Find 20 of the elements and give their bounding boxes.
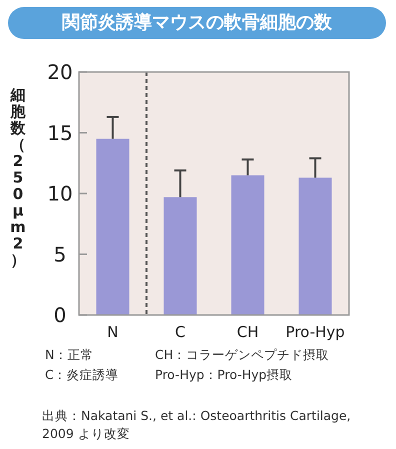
text: Pro-Hyp：Pro-Hyp摂取 <box>155 367 293 384</box>
bar <box>231 175 264 315</box>
bar <box>298 178 332 315</box>
x-tick-label: CH <box>236 323 259 341</box>
x-tick-label: C <box>175 323 186 341</box>
y-tick-label: 20 <box>47 60 73 84</box>
x-tick-label: Pro-Hyp <box>286 323 345 341</box>
bar <box>164 197 197 315</box>
text: N：正常 <box>45 347 94 364</box>
y-tick-label: 0 <box>54 303 66 327</box>
x-tick-label: N <box>107 323 118 341</box>
text: CH：コラーゲンペプチド摂取 <box>155 347 330 364</box>
y-tick-label: 5 <box>54 242 66 266</box>
text: 細胞数（250μm2） <box>10 86 26 269</box>
text: C：炎症誘導 <box>45 367 119 384</box>
y-tick-label: 15 <box>47 120 73 145</box>
chart-title: 関節炎誘導マウスの軟骨細胞の数 <box>8 7 386 39</box>
y-tick-label: 10 <box>47 182 73 206</box>
bar <box>96 138 130 315</box>
source-note: 出典：Nakatani S., et al.: Osteoarthritis Cartilage, 2009 より改変 <box>42 407 352 443</box>
